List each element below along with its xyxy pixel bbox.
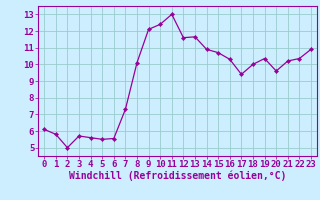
X-axis label: Windchill (Refroidissement éolien,°C): Windchill (Refroidissement éolien,°C) [69,171,286,181]
